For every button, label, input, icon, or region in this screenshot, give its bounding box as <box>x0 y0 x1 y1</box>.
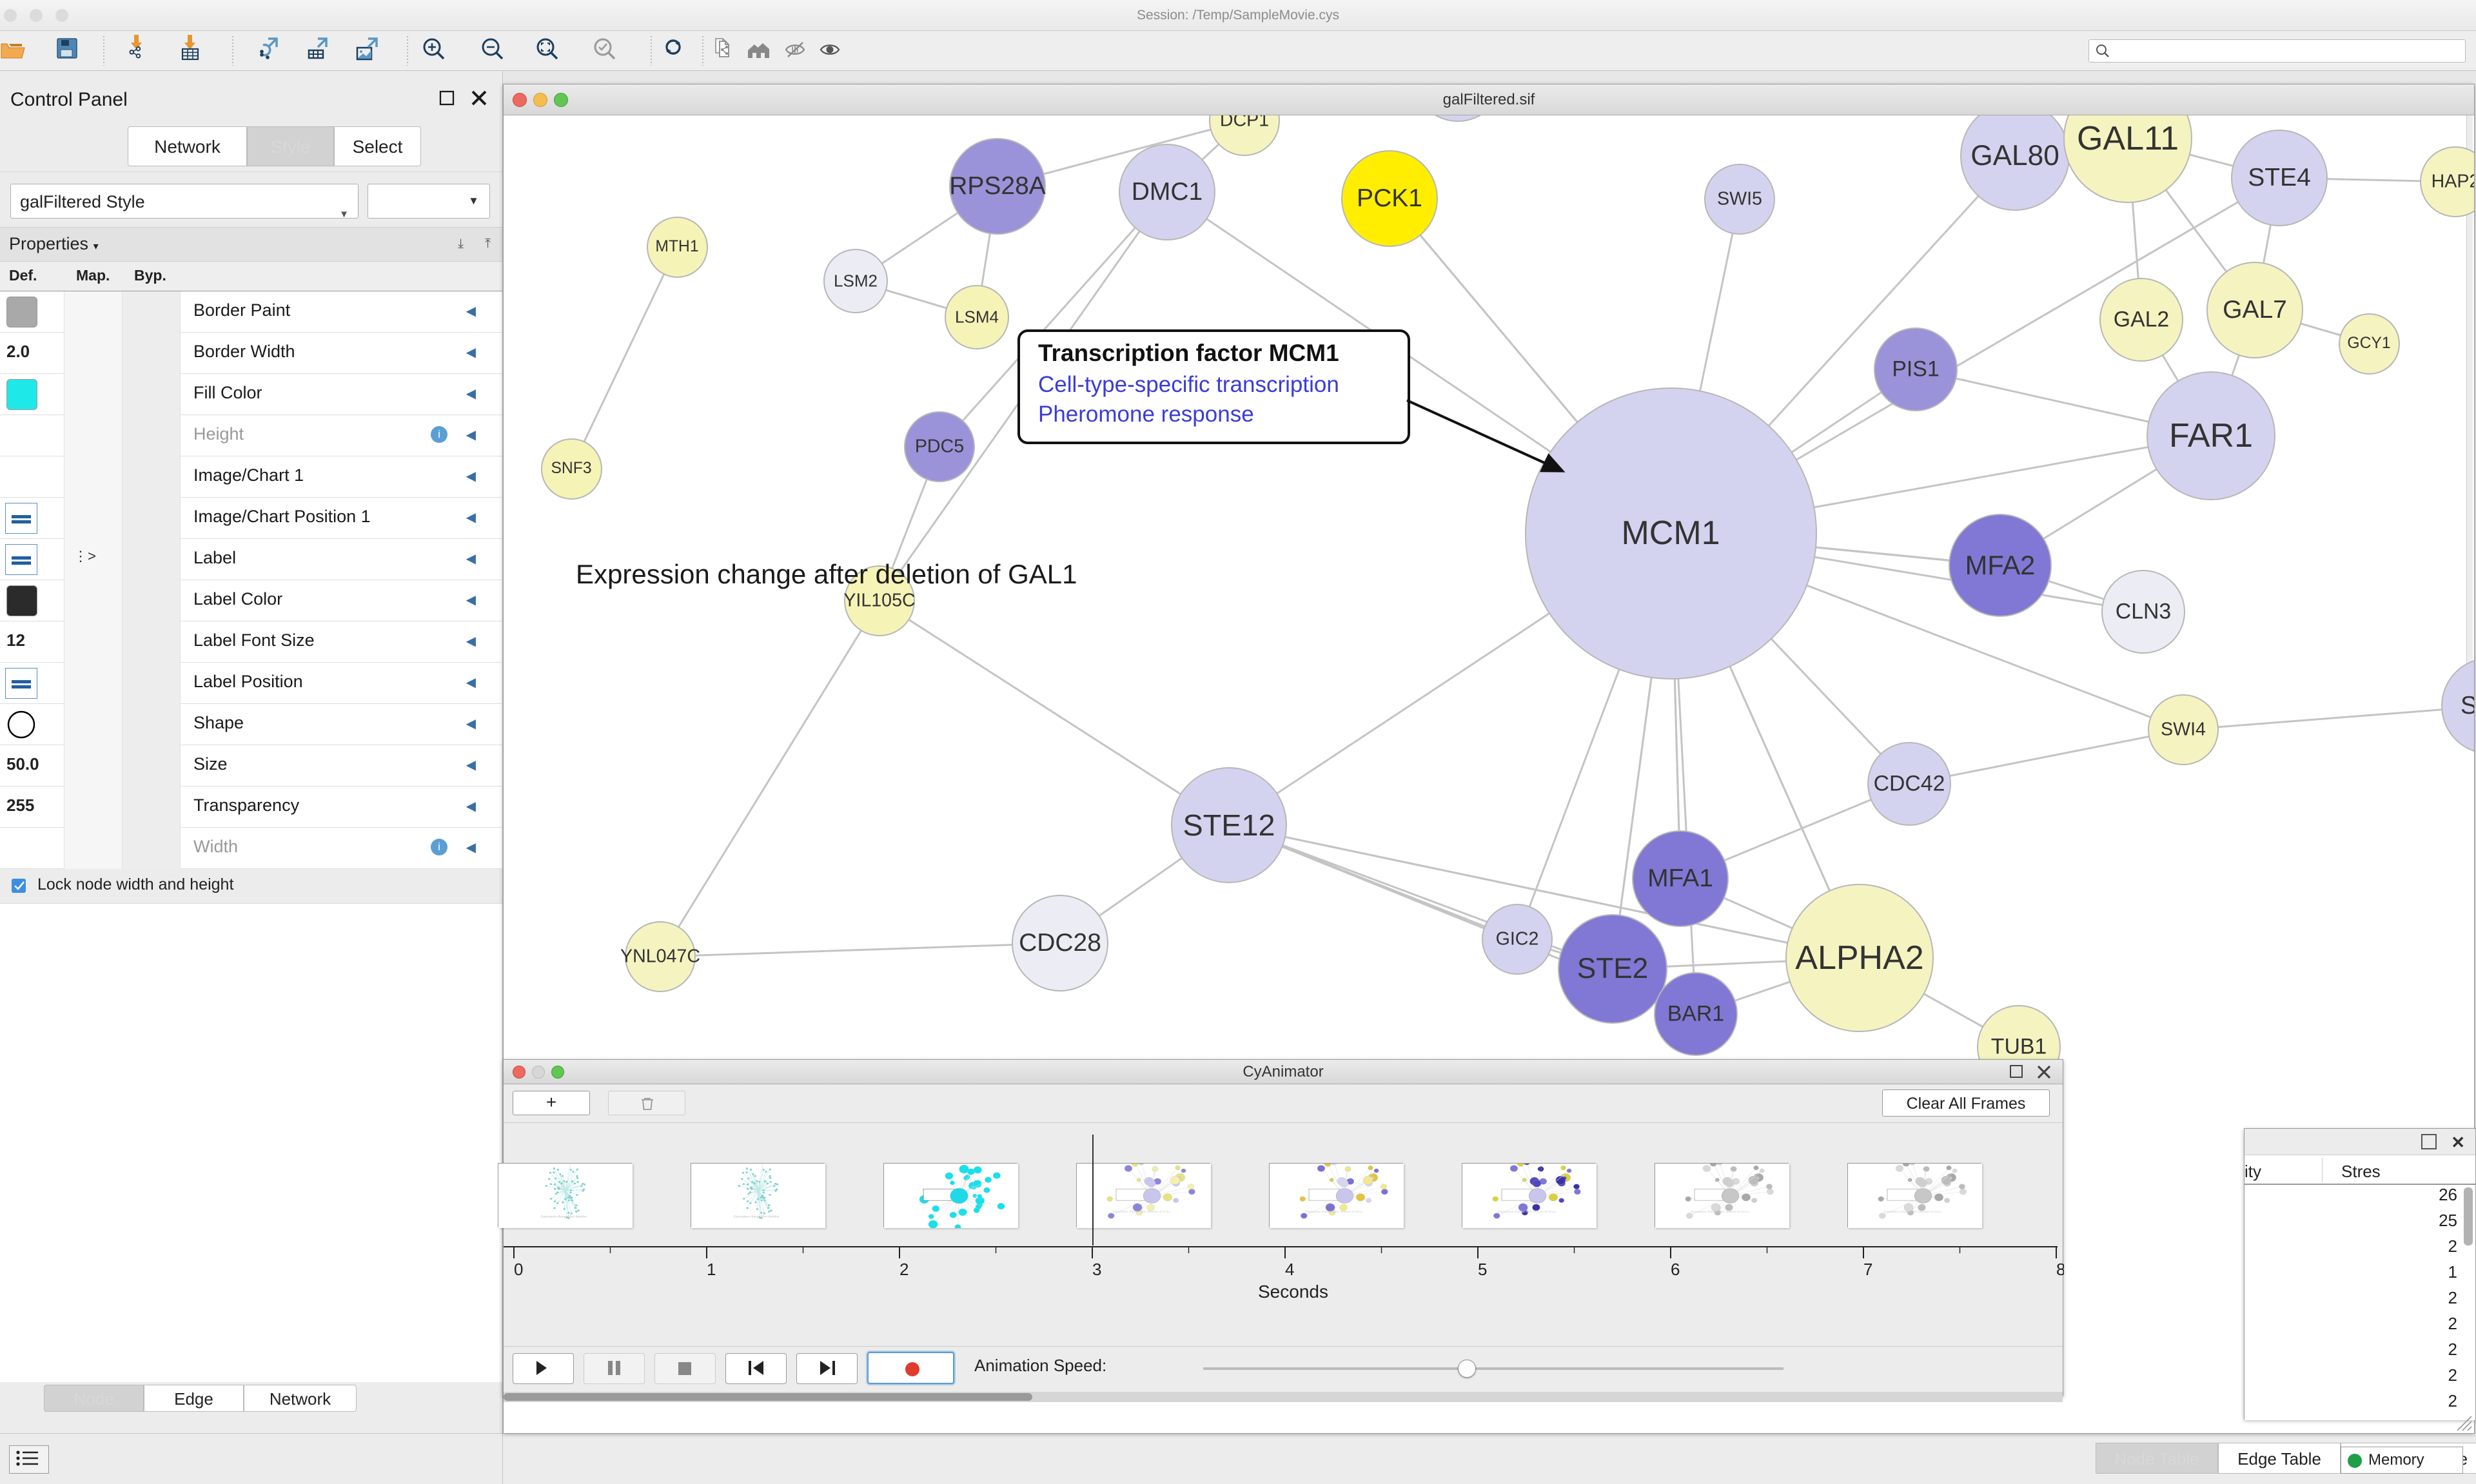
svg-text:8: 8 <box>2056 1260 2064 1279</box>
svg-text:Expression change after deleti: Expression change after deletion of GAL1 <box>1498 1211 1556 1214</box>
svg-text:6: 6 <box>1671 1260 1680 1279</box>
svg-text:0: 0 <box>514 1260 523 1279</box>
svg-text:5: 5 <box>1478 1260 1487 1279</box>
svg-text:7: 7 <box>1863 1260 1872 1279</box>
svg-text:Expression change after deleti: Expression change after deletion of GAL1 <box>1691 1211 1749 1214</box>
svg-text:4: 4 <box>1285 1260 1294 1279</box>
svg-text:Expression change after deleti: Expression change after deletion of GAL1 <box>1305 1211 1363 1214</box>
svg-text:Expression change after deleti: Expression change after deletion <box>734 1215 780 1218</box>
svg-text:2: 2 <box>899 1260 909 1279</box>
svg-text:1: 1 <box>707 1260 716 1279</box>
svg-text:Expression change after deleti: Expression change after deletion of GAL1 <box>1112 1211 1170 1214</box>
svg-text:3: 3 <box>1092 1260 1101 1279</box>
svg-text:Expression change after deleti: Expression change after deletion of GAL1 <box>1883 1211 1941 1214</box>
svg-text:Expression change after deleti: Expression change after deletion <box>541 1215 587 1218</box>
